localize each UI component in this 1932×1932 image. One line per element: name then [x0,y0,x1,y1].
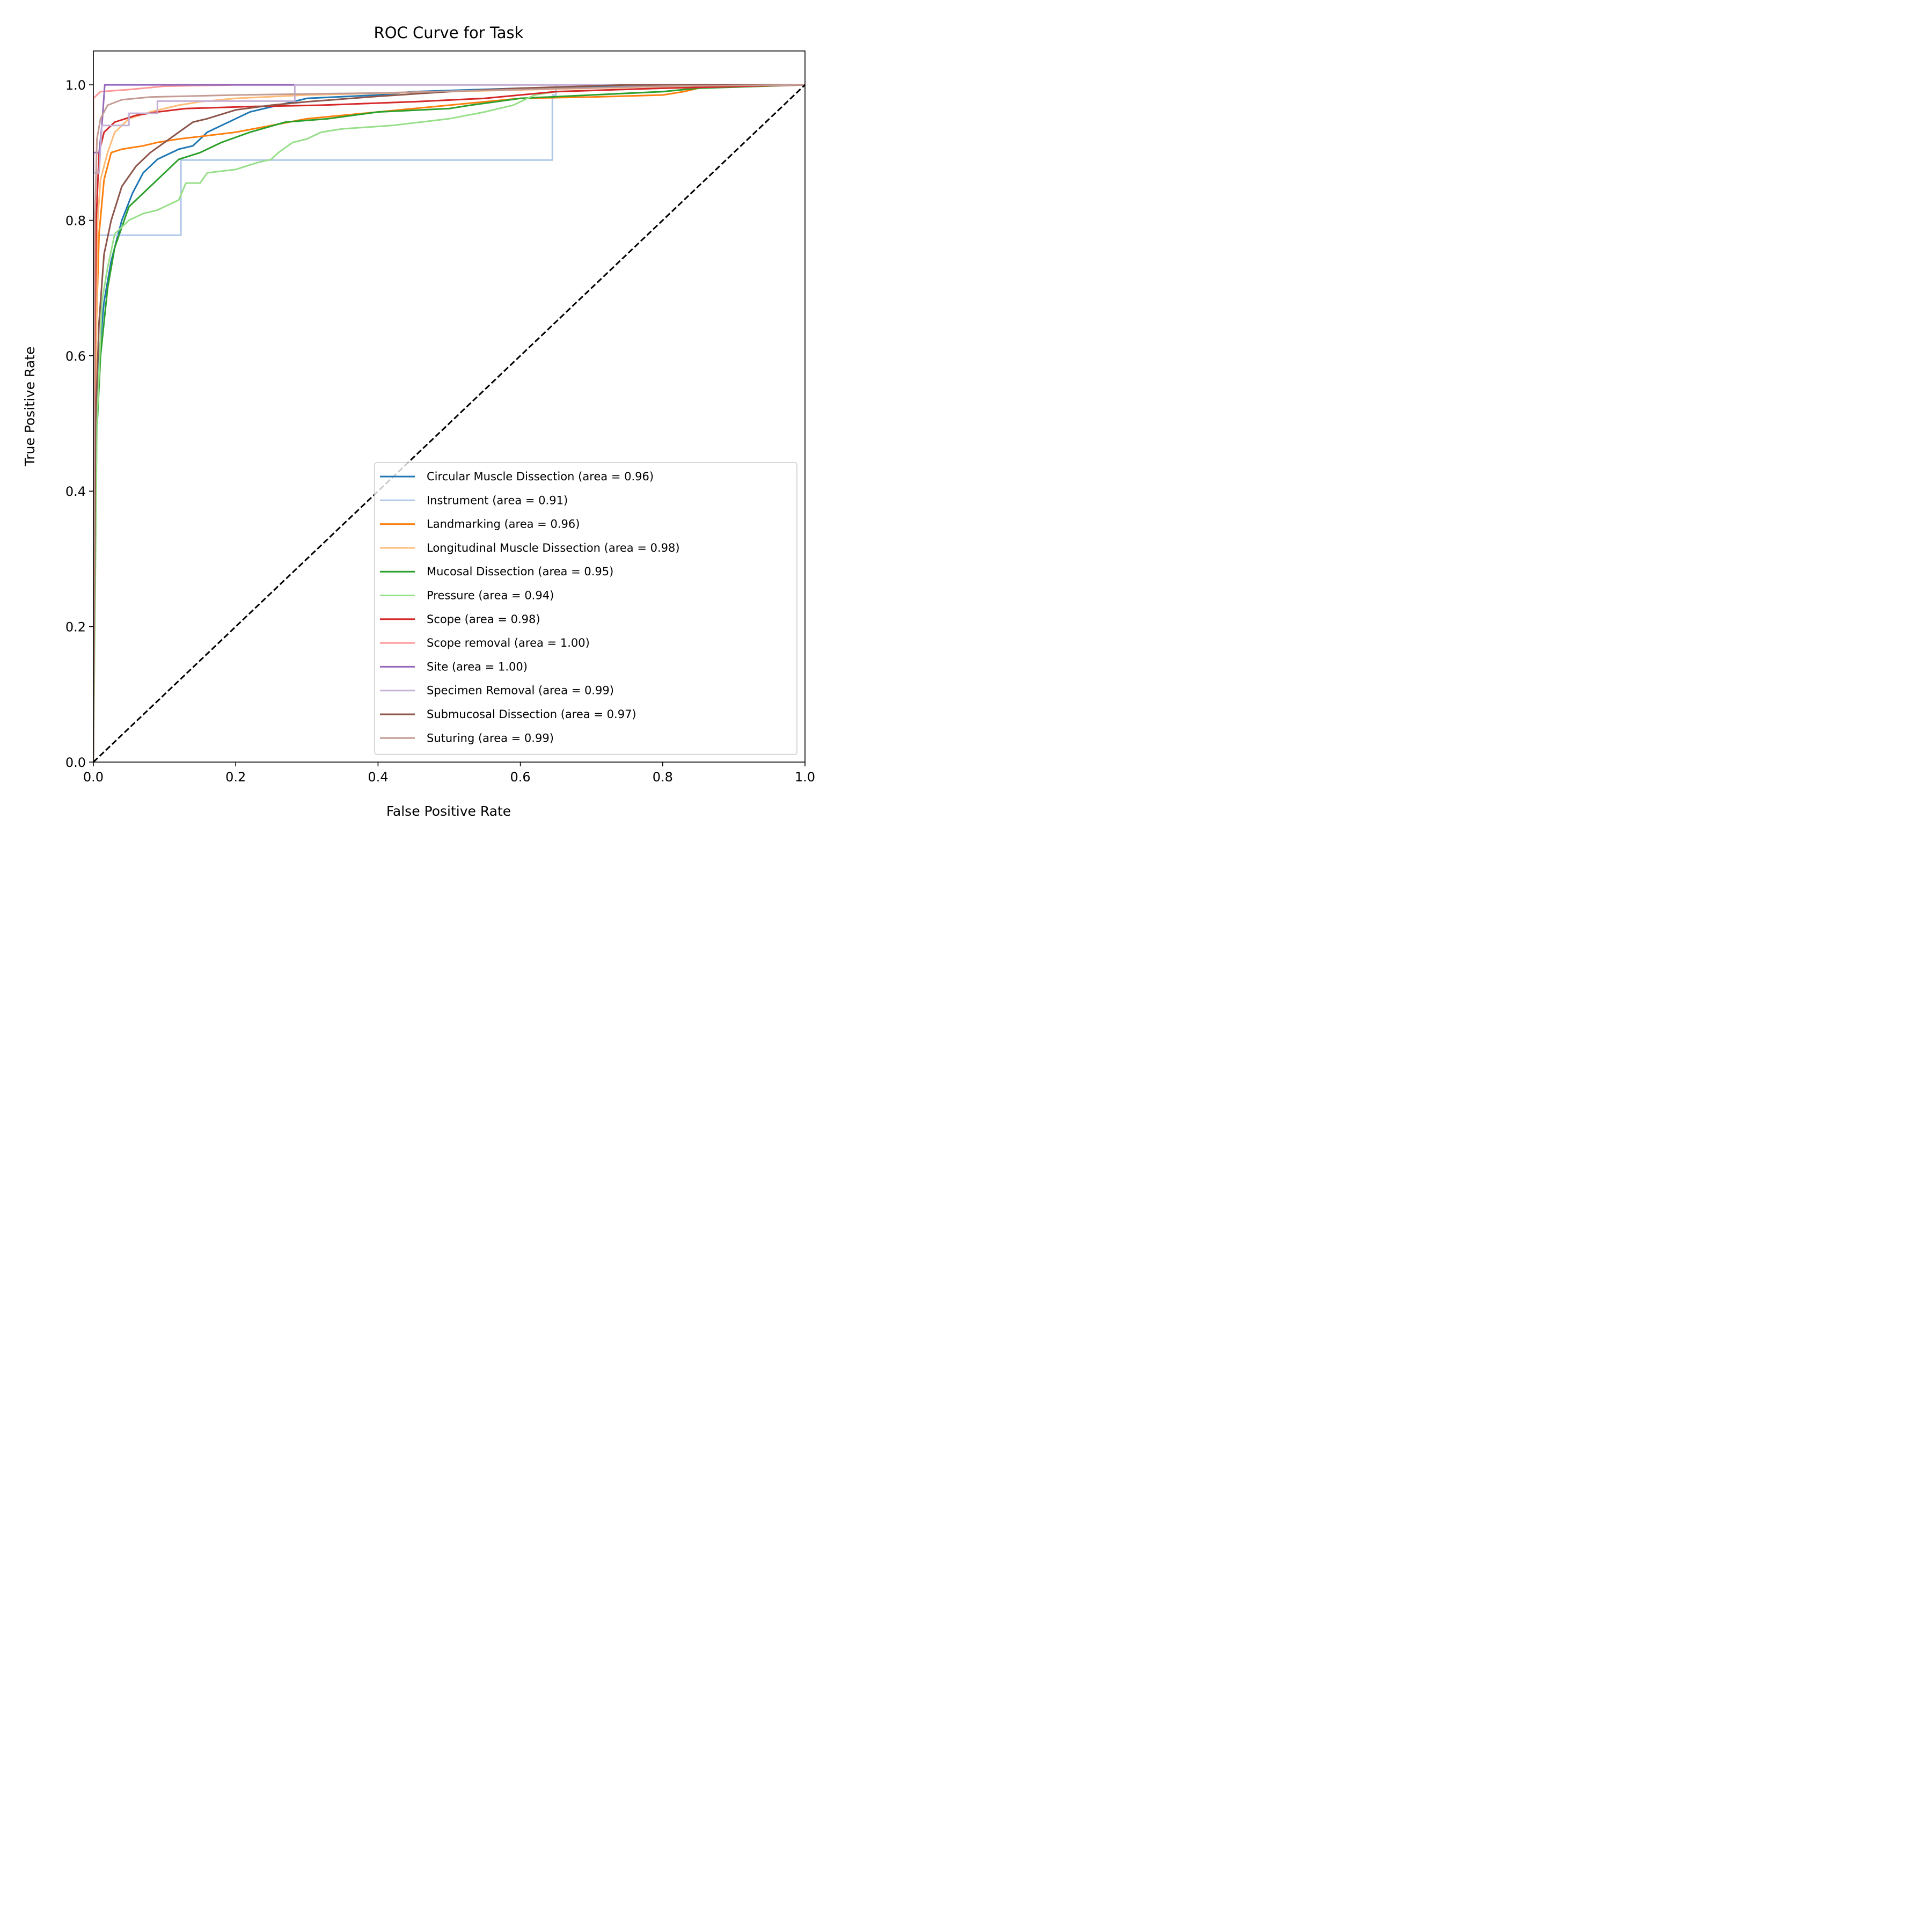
legend-label-submucosal-dissection: Submucosal Dissection (area = 0.97) [427,708,636,721]
roc-curve-scope [93,84,805,762]
legend-label-specimen-removal: Specimen Removal (area = 0.99) [427,684,614,697]
x-axis-ticks: 0.0 0.2 0.4 0.6 0.8 1.0 [83,762,815,785]
y-tick-label: 0.8 [65,213,86,228]
y-axis-title: True Positive Rate [22,347,38,467]
x-tick-label: 0.4 [368,770,388,785]
x-tick-label: 0.2 [225,770,246,785]
y-tick-label: 0.4 [65,484,86,499]
x-axis-title: False Positive Rate [386,803,511,819]
legend-label-site: Site (area = 1.00) [427,660,528,673]
chance-diagonal-line [92,84,806,763]
y-tick-label: 0.2 [65,620,86,635]
y-tick-label: 0.6 [65,349,86,364]
roc-curve-suturing [93,84,805,762]
chance-diagonal-group [92,84,806,763]
plot-frame [93,50,806,763]
y-tick-label: 0.0 [65,755,86,770]
roc-chart: ROC Curve for Task 0.0 0.2 0.4 0.6 0.8 1.0 0.… [0,0,841,841]
legend-label-suturing: Suturing (area = 0.99) [427,731,554,744]
legend-label-landmarking: Landmarking (area = 0.96) [427,518,580,531]
legend-box [374,462,797,755]
y-axis-ticks: 0.0 0.2 0.4 0.6 0.8 1.0 [65,78,93,770]
legend-label-scope: Scope (area = 0.98) [427,613,540,626]
legend-label-instrument: Instrument (area = 0.91) [427,494,568,507]
roc-curve-pressure [93,84,805,762]
x-tick-label: 0.6 [510,770,531,785]
legend: Circular Muscle Dissection (area = 0.96)… [374,462,797,755]
chart-title: ROC Curve for Task [374,24,524,42]
legend-label-mucosal-dissection: Mucosal Dissection (area = 0.95) [427,565,613,578]
roc-curve-submucosal-dissection [93,84,805,762]
x-tick-label: 0.8 [653,770,673,785]
y-tick-label: 1.0 [65,78,86,93]
roc-curve-specimen-removal [93,84,805,762]
x-tick-label: 0.0 [83,770,104,785]
plot-series-group [93,84,805,762]
x-tick-label: 1.0 [795,770,815,785]
roc-curve-landmarking [93,84,805,762]
legend-label-scope-removal: Scope removal (area = 1.00) [427,636,590,649]
roc-curve-mucosal-dissection [93,84,805,762]
legend-label-longitudinal-muscle-dissection: Longitudinal Muscle Dissection (area = 0… [427,541,680,554]
legend-label-pressure: Pressure (area = 0.94) [427,589,554,602]
legend-label-circular-muscle-dissection: Circular Muscle Dissection (area = 0.96) [427,470,654,483]
